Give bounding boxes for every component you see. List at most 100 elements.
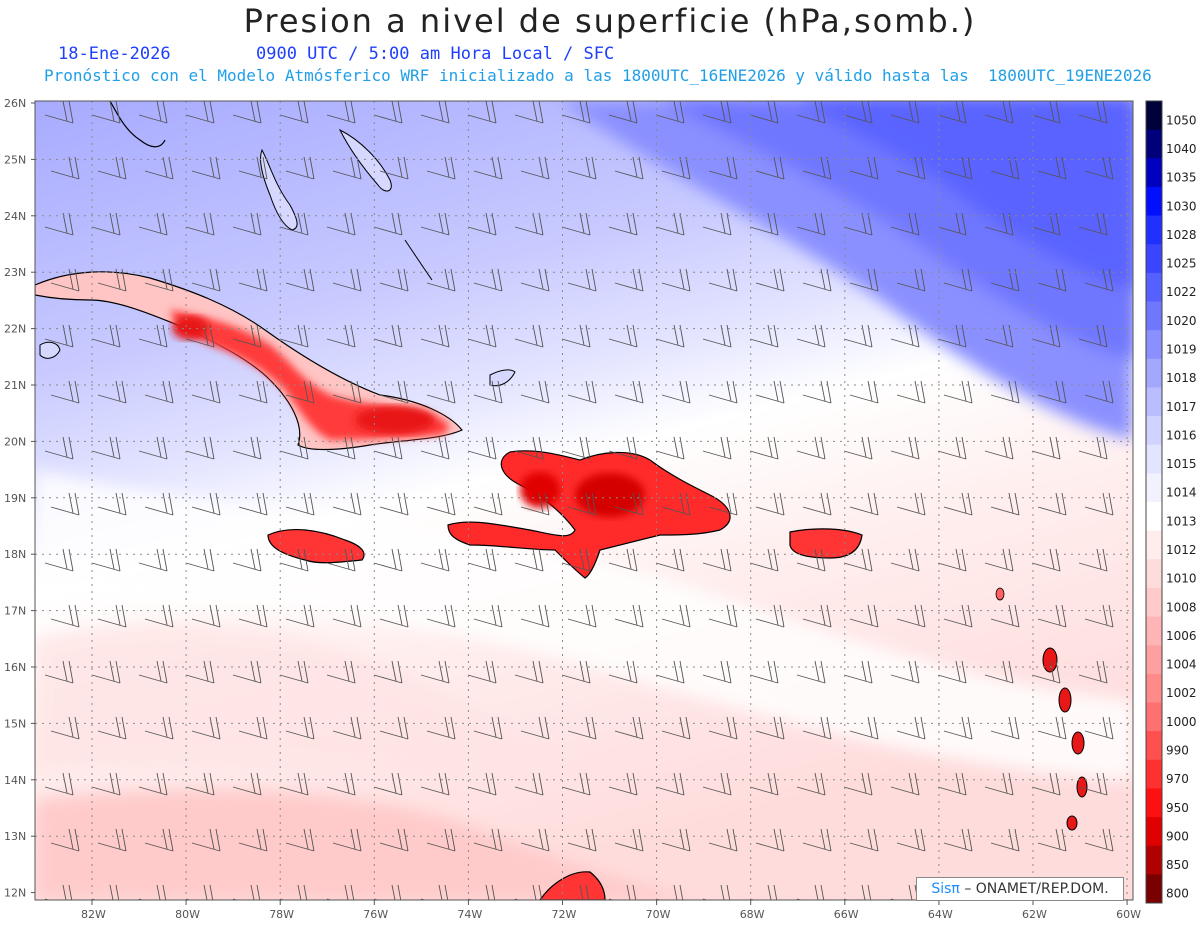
- wind-barb: [285, 828, 315, 852]
- wind-barb: [796, 101, 826, 124]
- colorbar-label: 850: [1166, 858, 1189, 872]
- colorbar-swatch: [1146, 817, 1162, 847]
- lat-label: 23N: [4, 266, 26, 279]
- colorbar-label: 900: [1166, 829, 1189, 843]
- wind-barb: [473, 156, 503, 180]
- colorbar-swatch: [1146, 645, 1162, 675]
- wind-barb: [467, 436, 497, 460]
- colorbar-label: 970: [1166, 772, 1189, 786]
- colorbar-label: 1006: [1166, 629, 1197, 643]
- wind-barb: [702, 884, 731, 900]
- wind-barb: [191, 716, 221, 740]
- wind-barb: [144, 492, 174, 516]
- wind-barb: [749, 884, 778, 900]
- wind-barb: [896, 492, 926, 516]
- wind-barb: [1078, 212, 1108, 236]
- wind-barb: [702, 772, 732, 796]
- wind-barb: [520, 604, 550, 628]
- wind-barb: [567, 716, 597, 740]
- colorbar-label: 1018: [1166, 371, 1197, 385]
- lon-label: 64W: [928, 908, 953, 921]
- wind-barb: [608, 436, 638, 460]
- wind-barb: [91, 660, 121, 684]
- wind-barb: [1031, 436, 1061, 460]
- lat-label: 21N: [4, 379, 26, 392]
- wind-barb: [608, 212, 638, 236]
- wind-barb: [749, 548, 779, 572]
- wind-barb: [473, 492, 503, 516]
- wind-barb: [50, 156, 80, 180]
- wind-barb: [332, 492, 362, 516]
- colorbar-label: 1008: [1166, 600, 1197, 614]
- wind-barb: [1037, 828, 1067, 852]
- colorbar-frame: [1145, 100, 1163, 904]
- wind-barb: [702, 436, 732, 460]
- forecast-info: Pronóstico con el Modelo Atmósferico WRF…: [44, 66, 1152, 85]
- wind-barb: [890, 772, 920, 796]
- wind-barb: [1078, 436, 1108, 460]
- wind-barb: [520, 380, 550, 404]
- wind-barb: [702, 212, 732, 236]
- lon-label: 68W: [740, 908, 765, 921]
- wind-barb: [614, 492, 644, 516]
- lon-label: 66W: [834, 908, 859, 921]
- lat-label: 25N: [4, 153, 26, 166]
- wind-barb: [943, 604, 973, 628]
- wind-barb: [896, 268, 926, 292]
- wind-barb: [755, 156, 785, 180]
- colorbar-swatch: [1146, 530, 1162, 560]
- wind-barb: [420, 660, 450, 684]
- map-frame: [34, 100, 1134, 901]
- wind-barb: [702, 660, 732, 684]
- wind-barb: [896, 604, 926, 628]
- wind-barb: [238, 828, 268, 852]
- wind-barb: [1031, 101, 1061, 124]
- wind-barb: [655, 548, 685, 572]
- wind-barb: [802, 828, 832, 852]
- wind-barb: [614, 268, 644, 292]
- wind-barb: [379, 716, 409, 740]
- wind-barb: [144, 828, 174, 852]
- wind-barb: [655, 101, 685, 124]
- wind-barb: [1078, 324, 1108, 348]
- wind-barb: [138, 772, 168, 796]
- wind-barb: [608, 548, 638, 572]
- wind-barb: [937, 436, 967, 460]
- wind-barb: [661, 604, 691, 628]
- colorbar-label: 1013: [1166, 514, 1197, 528]
- wind-barb: [420, 772, 450, 796]
- brand-label: Sisπ: [931, 881, 960, 897]
- wind-barb: [232, 660, 262, 684]
- wind-barb: [185, 772, 215, 796]
- wind-barb: [520, 828, 550, 852]
- date-label: 18-Ene-2026: [58, 44, 171, 64]
- wind-barb: [843, 436, 873, 460]
- wind-barb: [473, 604, 503, 628]
- wind-barb: [232, 101, 262, 124]
- latitude-labels: 26N 25N 24N 23N 22N 21N 20N 19N 18N 17N 16N 15N 14N 1…: [4, 97, 35, 900]
- wind-barb: [50, 716, 80, 740]
- wind-barb: [755, 268, 785, 292]
- wind-barb: [144, 156, 174, 180]
- wind-barb: [420, 884, 449, 900]
- wind-barb: [843, 548, 873, 572]
- wind-barb: [44, 772, 74, 796]
- wind-barb: [420, 324, 450, 348]
- wind-barb: [285, 492, 315, 516]
- wind-barb: [44, 436, 74, 460]
- colorbar-swatch: [1146, 330, 1162, 360]
- wind-barb: [561, 436, 591, 460]
- wind-barb: [1084, 604, 1114, 628]
- lon-label: 82W: [81, 908, 106, 921]
- wind-barb: [426, 380, 456, 404]
- lat-label: 14N: [4, 774, 26, 787]
- wind-barb: [561, 324, 591, 348]
- wind-barb: [567, 828, 597, 852]
- wind-barb: [890, 548, 920, 572]
- wind-barb: [467, 324, 497, 348]
- wind-barb: [708, 268, 738, 292]
- wind-barb: [1078, 660, 1108, 684]
- wind-barb: [843, 884, 872, 900]
- lat-label: 17N: [4, 605, 26, 618]
- wind-barb: [796, 772, 826, 796]
